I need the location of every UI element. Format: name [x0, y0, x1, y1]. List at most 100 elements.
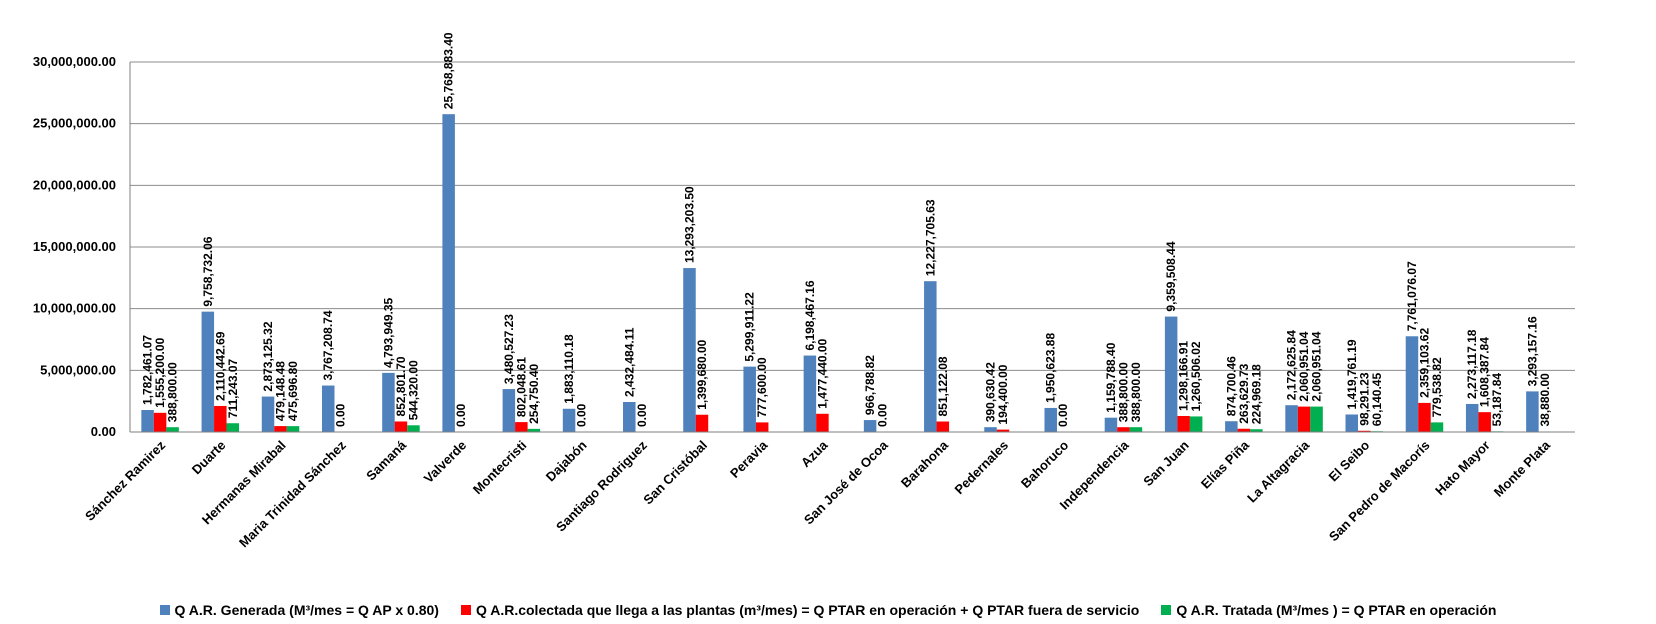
bar-tratada — [166, 427, 179, 432]
bar-tratada — [226, 423, 240, 432]
data-label-tratada: 60,140.45 — [1370, 373, 1384, 427]
data-label-tratada: 254,750.40 — [527, 363, 541, 423]
category-label: San Cristóbal — [640, 438, 710, 508]
data-label-generada: 1,782,461.07 — [141, 335, 155, 405]
bar-colectada — [816, 413, 829, 432]
data-label-generada: 874,700.46 — [1224, 356, 1238, 416]
gridlines — [130, 61, 1575, 371]
data-label-generada: 1,159,788.40 — [1104, 342, 1118, 412]
category-label: Samaná — [363, 437, 409, 483]
data-label-colectada: 852,801.70 — [394, 356, 408, 416]
data-label-tratada: 1,260,506.02 — [1189, 341, 1203, 411]
data-label-colectada: 263,629.73 — [1237, 363, 1251, 423]
bar-colectada — [1418, 402, 1431, 432]
legend-label-generada: Q A.R. Generada (M³/mes = Q AP x 0.80) — [174, 602, 439, 618]
data-label-tratada: 224,969.18 — [1249, 364, 1263, 424]
category-label: Dajabón — [543, 437, 590, 484]
bar-generada — [382, 372, 395, 432]
y-tick-label: 5,000,000.00 — [40, 362, 116, 377]
bar-generada — [1164, 316, 1178, 432]
data-label-tratada: 544,320.00 — [406, 360, 420, 420]
data-label-colectada: 1,608,387.84 — [1478, 337, 1492, 407]
legend: Q A.R. Generada (M³/mes = Q AP x 0.80) Q… — [0, 598, 1656, 622]
bar-tratada — [1189, 416, 1203, 432]
bar-generada — [1465, 403, 1479, 432]
category-label: Duarte — [189, 438, 229, 478]
legend-item-colectada: Q A.R.colectada que llega a las plantas … — [460, 602, 1139, 618]
bar-tratada — [1250, 429, 1263, 432]
bar-generada — [1225, 421, 1238, 432]
legend-swatch-colectada — [460, 605, 471, 615]
category-label: La Altagracia — [1244, 437, 1313, 506]
bar-colectada — [936, 421, 950, 432]
bar-generada — [141, 410, 154, 432]
bar-colectada — [1237, 428, 1251, 432]
bar-tratada — [1310, 406, 1323, 432]
data-label-colectada: 1,399,680.00 — [695, 339, 709, 409]
bar-generada — [863, 420, 877, 432]
bar-generada — [743, 366, 756, 432]
data-label-colectada: 851,122.08 — [936, 356, 950, 416]
bar-generada — [201, 311, 215, 432]
y-tick-label: 0.00 — [91, 424, 116, 439]
bar-tratada — [527, 428, 541, 432]
category-label: San Pedro de Macorís — [1326, 438, 1433, 545]
data-label-colectada: 479,148.48 — [274, 361, 288, 421]
bar-generada — [924, 281, 937, 432]
bar-colectada — [1117, 427, 1130, 432]
category-label: San Juan — [1140, 437, 1192, 489]
data-label-colectada: 1,555,200.00 — [153, 337, 167, 407]
bar-generada — [623, 401, 636, 432]
data-label-generada: 3,480,527.23 — [502, 314, 516, 384]
data-label-colectada: 0.00 — [334, 403, 348, 427]
category-label: Monte Plata — [1491, 437, 1554, 500]
data-label-colectada: 802,048.61 — [514, 357, 528, 417]
bar-generada — [1345, 414, 1359, 432]
bar-colectada — [214, 405, 227, 432]
data-label-tratada: 53,187.84 — [1490, 373, 1504, 427]
bar-colectada — [274, 426, 287, 432]
legend-label-tratada: Q A.R. Tratada (M³/mes ) = Q PTAR en ope… — [1176, 602, 1497, 618]
data-labels: 1,782,461.071,555,200.00388,800.009,758,… — [141, 32, 1552, 427]
data-label-colectada: 1,477,440.00 — [815, 338, 829, 408]
data-label-generada: 6,198,467.16 — [803, 280, 817, 350]
data-label-generada: 4,793,949.35 — [381, 297, 395, 367]
data-label-generada: 3,293,157.16 — [1525, 316, 1539, 386]
bar-colectada — [695, 414, 709, 432]
data-label-generada: 966,788.82 — [863, 355, 877, 415]
category-label: Hato Mayor — [1432, 438, 1493, 499]
bar-colectada — [996, 429, 1010, 432]
bars — [141, 114, 1552, 432]
data-label-tratada: 2,060,951.04 — [1310, 331, 1324, 401]
data-label-colectada: 0.00 — [575, 403, 589, 427]
data-label-generada: 3,767,208.74 — [321, 310, 335, 380]
bar-generada — [1044, 407, 1057, 432]
data-label-tratada: 779,538.82 — [1430, 357, 1444, 417]
bar-tratada — [1129, 427, 1143, 432]
category-label: Azua — [798, 437, 831, 470]
data-label-colectada: 0.00 — [1056, 403, 1070, 427]
category-label: Bahoruco — [1018, 437, 1072, 491]
category-label: Montecristi — [470, 438, 530, 498]
bar-colectada — [1177, 415, 1190, 432]
bar-tratada — [1430, 422, 1444, 432]
category-label: El Seibo — [1326, 437, 1373, 484]
data-label-colectada: 38,880.00 — [1538, 373, 1552, 427]
data-label-generada: 5,299,911.22 — [743, 292, 757, 362]
bar-generada — [1405, 336, 1419, 432]
y-tick-label: 25,000,000.00 — [33, 116, 116, 131]
data-label-colectada: 0.00 — [876, 403, 890, 427]
data-label-generada: 1,950,623.88 — [1044, 333, 1058, 403]
bar-generada — [1526, 391, 1539, 432]
y-tick-label: 20,000,000.00 — [33, 177, 116, 192]
data-label-generada: 2,432,484.11 — [622, 327, 636, 397]
data-label-generada: 390,630.42 — [984, 362, 998, 422]
data-label-colectada: 777,600.00 — [755, 357, 769, 417]
data-label-generada: 9,758,732.06 — [201, 236, 215, 306]
bar-generada — [984, 427, 997, 432]
data-label-generada: 2,172,625.84 — [1285, 330, 1299, 400]
legend-item-generada: Q A.R. Generada (M³/mes = Q AP x 0.80) — [159, 602, 439, 618]
data-label-colectada: 1,298,166.91 — [1177, 341, 1191, 411]
data-label-generada: 2,873,125.32 — [261, 321, 275, 391]
